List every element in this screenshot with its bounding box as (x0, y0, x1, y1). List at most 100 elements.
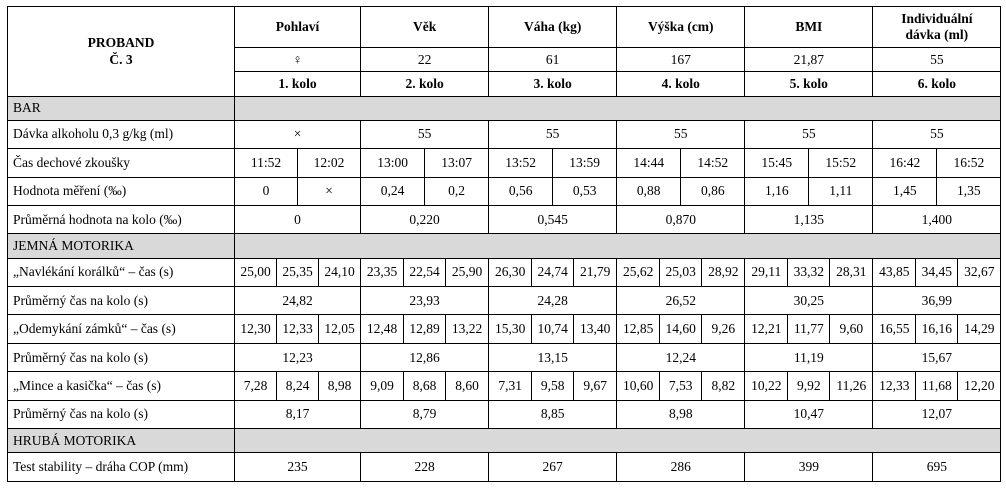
row-prumer-hodnota-value: 0 (233, 204, 362, 235)
section-bar-fill (233, 95, 1002, 121)
row-hodnota-value: 0,86 (680, 176, 746, 206)
row-mince-value: 7,28 (234, 371, 277, 401)
row-davka-label: Dávka alkoholu 0,3 g/kg (ml) (7, 119, 235, 150)
header-vaha: Váha (kg) (488, 5, 618, 49)
row-mince-prumer-value: 8,17 (233, 399, 362, 430)
row-mince-label: „Mince a kasička“ – čas (s) (7, 371, 235, 401)
row-koralky-prumer-value: 36,99 (872, 286, 1002, 316)
header-davka-line1: Individuální (901, 11, 973, 27)
row-zamky-value: 16,16 (915, 314, 959, 344)
row-koralky-value: 22,54 (403, 257, 447, 288)
section-jemna-title: JEMNÁ MOTORIKA (7, 233, 235, 259)
value-bmi: 21,87 (744, 47, 874, 73)
row-hodnota-value: 1,11 (808, 176, 874, 206)
row-mince-prumer-label: Průměrný čas na kolo (s) (7, 399, 235, 430)
row-zamky-value: 12,21 (744, 314, 789, 344)
row-koralky-value: 24,74 (531, 257, 575, 288)
value-vyska: 167 (616, 47, 746, 73)
row-zamky-prumer-label: Průměrný čas na kolo (s) (7, 342, 235, 373)
row-mince-value: 10,22 (744, 371, 789, 401)
row-stabilita-value: 228 (360, 452, 490, 482)
row-zamky-value: 12,05 (317, 314, 362, 344)
row-cas-value: 15:45 (744, 148, 810, 178)
header-bmi: BMI (744, 5, 874, 49)
section-bar-title: BAR (7, 95, 235, 121)
row-prumer-hodnota-value: 0,545 (488, 204, 618, 235)
results-table: PROBAND Č. 3 Pohlaví Věk Váha (kg) Výška (cm)… (7, 5, 1002, 482)
row-zamky-value: 12,48 (360, 314, 405, 344)
row-cas-value: 13:59 (552, 148, 618, 178)
row-zamky-value: 9,60 (829, 314, 874, 344)
row-hodnota-value: 1,45 (872, 176, 938, 206)
row-davka-value: 55 (744, 119, 874, 150)
row-stabilita-value: 286 (616, 452, 746, 482)
header-values-row: ♀ 22 61 167 21,87 55 (8, 47, 1002, 73)
row-mince-value: 11,68 (915, 371, 959, 401)
proband-title-line1: PROBAND (87, 35, 155, 51)
row-mince-value: 8,82 (701, 371, 746, 401)
row-zamky-value: 9,26 (701, 314, 746, 344)
row-hodnota-value: 1,35 (936, 176, 1002, 206)
row-stabilita-label: Test stability – dráha COP (mm) (7, 452, 235, 482)
row-zamky-value: 14,60 (659, 314, 703, 344)
proband-title: PROBAND Č. 3 (7, 6, 235, 97)
row-koralky-prumer: Průměrný čas na kolo (s) 24,82 23,93 24,28 2… (7, 286, 1002, 316)
row-prumer-hodnota-label: Průměrná hodnota na kolo (‰) (7, 204, 235, 235)
row-zamky-prumer-value: 12,24 (616, 342, 746, 373)
row-prumer-hodnota-value: 1,135 (744, 204, 874, 235)
row-zamky-value: 13,40 (573, 314, 618, 344)
row-cas-value: 13:07 (424, 148, 490, 178)
row-zamky-prumer-value: 13,15 (488, 342, 618, 373)
round-label: 4. kolo (616, 71, 746, 97)
row-mince-prumer-value: 10,47 (744, 399, 874, 430)
row-mince-value: 9,09 (360, 371, 405, 401)
row-mince-prumer-value: 12,07 (872, 399, 1002, 430)
row-koralky-value: 29,11 (744, 257, 789, 288)
row-cas-value: 12:02 (296, 148, 362, 178)
row-davka-value: 55 (872, 119, 1002, 150)
row-zamky-value: 15,30 (488, 314, 533, 344)
row-hodnota-value: 0,2 (424, 176, 490, 206)
row-zamky-value: 16,55 (872, 314, 917, 344)
row-stabilita-value: 267 (488, 452, 618, 482)
row-hodnota-value: 0,53 (552, 176, 618, 206)
row-cas-value: 13:00 (360, 148, 426, 178)
row-davka-value: 55 (360, 119, 490, 150)
row-koralky-value: 26,30 (488, 257, 533, 288)
row-mince-value: 7,31 (488, 371, 533, 401)
round-label: 2. kolo (360, 71, 490, 97)
round-label: 3. kolo (488, 71, 618, 97)
row-prumer-hodnota-value: 0,220 (360, 204, 490, 235)
row-koralky-value: 43,85 (872, 257, 917, 288)
row-koralky-value: 25,62 (616, 257, 661, 288)
row-mince-prumer-value: 8,79 (360, 399, 490, 430)
row-mince-value: 9,58 (531, 371, 575, 401)
row-koralky-value: 25,35 (276, 257, 319, 288)
row-zamky-value: 12,85 (616, 314, 661, 344)
row-davka-value: 55 (616, 119, 746, 150)
row-zamky-prumer-value: 11,19 (744, 342, 874, 373)
row-koralky-value: 23,35 (360, 257, 405, 288)
row-koralky-prumer-value: 24,28 (488, 286, 618, 316)
row-hodnota-label: Hodnota měření (‰) (7, 176, 235, 206)
rounds-row: 1. kolo 2. kolo 3. kolo 4. kolo 5. kolo 6. ko… (8, 71, 1002, 97)
row-prumer-hodnota-value: 1,400 (872, 204, 1002, 235)
row-mince-value: 12,33 (872, 371, 917, 401)
row-koralky-value: 25,03 (659, 257, 703, 288)
header-pohlavi: Pohlaví (233, 5, 362, 49)
row-zamky-value: 13,22 (445, 314, 490, 344)
section-hruba-row: HRUBÁ MOTORIKA (7, 428, 1002, 454)
row-koralky-label: „Navlékání korálků“ – čas (s) (7, 257, 235, 288)
row-hodnota-value: 0,88 (616, 176, 682, 206)
row-davka-value: × (233, 119, 362, 150)
row-stabilita-value: 399 (744, 452, 874, 482)
row-davka-value: 55 (488, 119, 618, 150)
row-koralky-prumer-label: Průměrný čas na kolo (s) (7, 286, 235, 316)
row-prumer-hodnota-value: 0,870 (616, 204, 746, 235)
row-mince-value: 8,60 (445, 371, 490, 401)
row-koralky-value: 24,10 (317, 257, 362, 288)
row-mince-value: 7,53 (659, 371, 703, 401)
row-zamky-prumer: Průměrný čas na kolo (s) 12,23 12,86 13,15 1… (7, 342, 1002, 373)
row-zamky-label: „Odemykání zámků“ – čas (s) (7, 314, 235, 344)
row-zamky-value: 12,30 (234, 314, 277, 344)
